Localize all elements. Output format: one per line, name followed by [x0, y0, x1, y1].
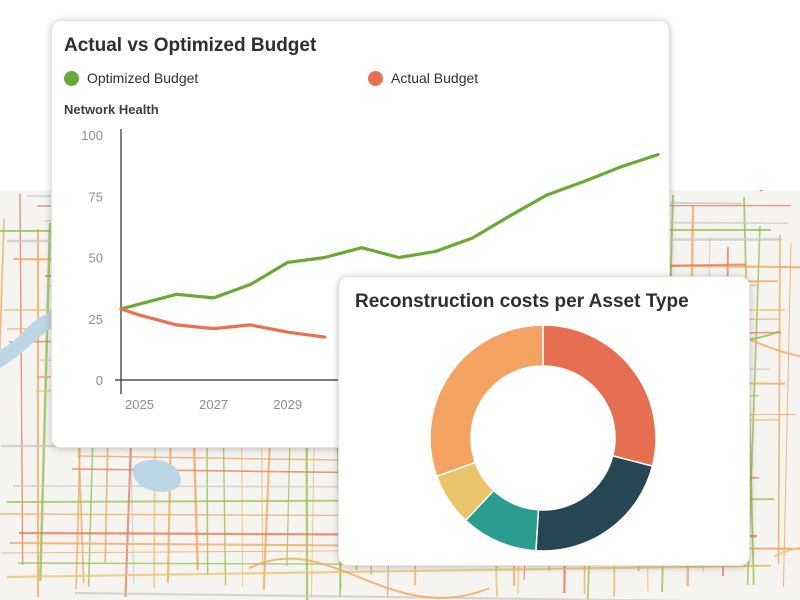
donut-chart-title: Reconstruction costs per Asset Type [355, 291, 689, 312]
series-line-optimized[interactable] [119, 153, 660, 311]
x-axis-ticks: 2025 2027 2029 [125, 397, 302, 412]
road-segment [19, 193, 24, 566]
y-tick-label: 0 [96, 373, 103, 388]
donut-slice-1[interactable] [542, 324, 657, 468]
x-tick-label: 2027 [199, 397, 228, 412]
road-segment [777, 234, 781, 565]
donut-slice-5[interactable] [429, 324, 544, 478]
road-segment [6, 564, 772, 579]
x-tick-label: 2029 [273, 397, 302, 412]
line-chart-title: Actual vs Optimized Budget [64, 35, 317, 56]
y-axis-label: Network Health [64, 102, 159, 117]
legend-label-actual: Actual Budget [391, 70, 479, 86]
road-segment [0, 218, 5, 371]
donut-slice-2[interactable] [535, 454, 654, 552]
y-tick-label: 50 [89, 251, 103, 266]
y-axis-ticks: 0 25 50 75 100 [81, 128, 103, 388]
legend-dot-optimized-icon [64, 70, 79, 86]
y-tick-label: 25 [89, 312, 103, 327]
series-line-actual[interactable] [119, 307, 327, 339]
road-segment [39, 222, 52, 582]
legend-item-actual[interactable]: Actual Budget [368, 70, 478, 86]
donut-chart [429, 324, 657, 552]
donut-chart-card: Reconstruction costs per Asset Type [338, 276, 750, 566]
y-tick-label: 100 [81, 128, 103, 143]
lake [132, 459, 181, 492]
donut-slices [429, 324, 657, 552]
x-tick-label: 2025 [125, 397, 154, 412]
series-lines [119, 153, 660, 339]
road-segment [248, 557, 490, 599]
legend-item-optimized[interactable]: Optimized Budget [64, 70, 198, 86]
legend-label-optimized: Optimized Budget [87, 70, 199, 86]
y-tick-label: 75 [89, 189, 103, 204]
legend-dot-actual-icon [368, 70, 383, 86]
